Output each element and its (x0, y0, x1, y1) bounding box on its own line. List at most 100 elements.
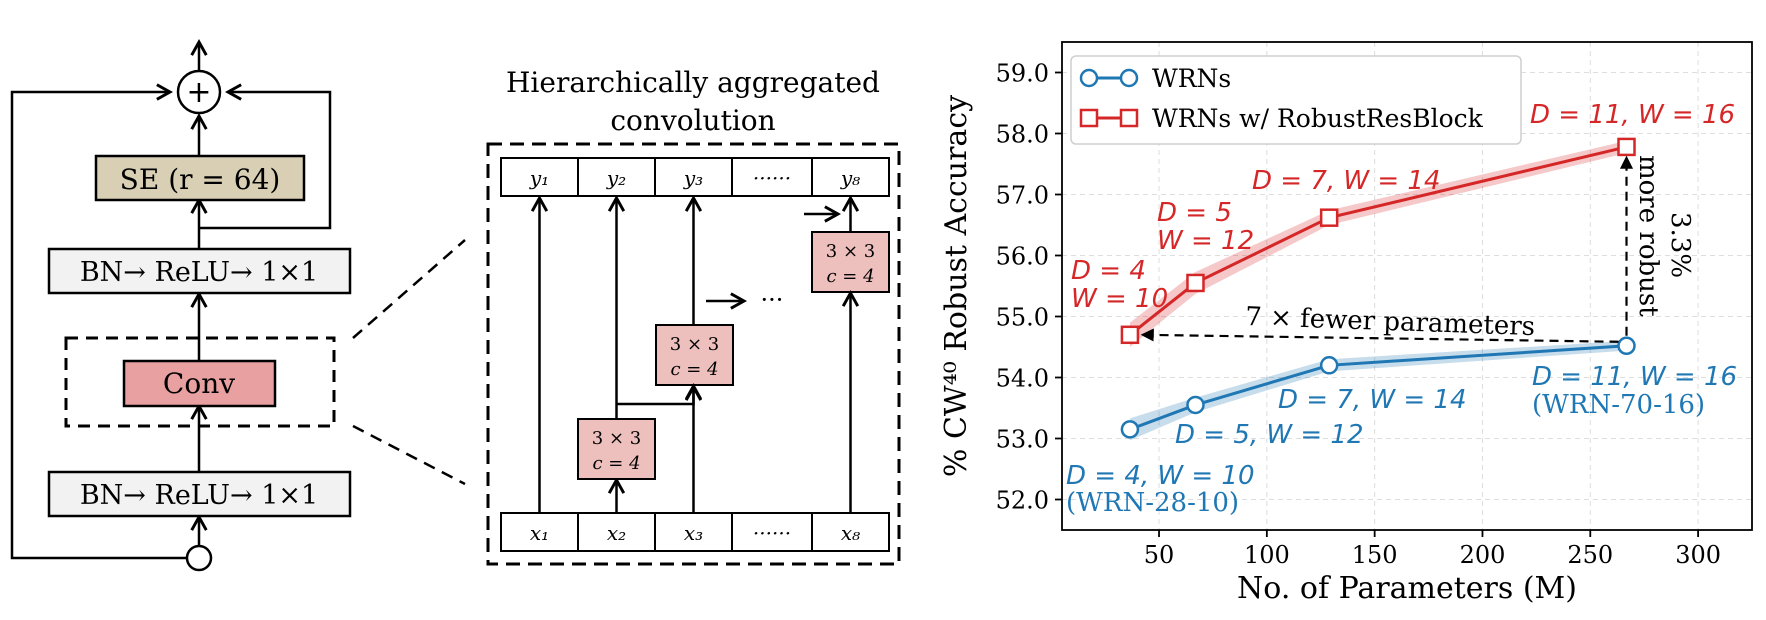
legend-label-1: WRNs w/ RobustResBlock (1152, 104, 1484, 133)
blue-point-label: D = 4, W = 10 (1066, 461, 1255, 491)
x-tick-label: 200 (1460, 541, 1506, 569)
output-cell-label: y₂ (606, 166, 626, 190)
legend-marker-circle (1079, 68, 1099, 88)
data-point-0 (1120, 420, 1140, 439)
skip-connection-line (10, 92, 187, 560)
data-point-0 (1617, 336, 1636, 356)
residual-block-diagram: BN→ ReLU→ 1×1 Conv BN→ ReLU→ 1×1 SE (r =… (10, 42, 466, 572)
se-box (94, 154, 306, 202)
x-tick-label: 150 (1352, 541, 1398, 569)
chart-annotations: D = 4, W = 10(WRN-28-10) D = 5, W = 12 D =… (1066, 100, 1737, 518)
bn-relu-top-label: BN→ ReLU→ 1×1 (80, 257, 318, 288)
more-robust-text: more robust (1633, 155, 1663, 317)
legend-marker-circle (1119, 68, 1139, 88)
conv-box-label-bottom: c = 4 (670, 359, 718, 380)
conv-dashed-region (64, 336, 336, 428)
bn-relu-bottom-label: BN→ ReLU→ 1×1 (80, 480, 318, 511)
chart-lines (1128, 145, 1627, 431)
conv-label: Conv (163, 367, 235, 400)
bn-relu-bottom-box (47, 470, 352, 518)
series-band-1 (1129, 140, 1627, 347)
x-tick-label: 100 (1244, 541, 1290, 569)
blue-point-sublabel: (WRN-70-16) (1532, 390, 1705, 420)
input-row: x₁ x₂ x₃ ······ x₈ (500, 512, 890, 552)
y-tick-label: 55.0 (996, 304, 1049, 332)
blue-point-label: D = 11, W = 16 (1532, 362, 1737, 392)
red-point-sublabel: W = 10 (1071, 284, 1168, 314)
input-cell-label: x₈ (841, 521, 860, 545)
series-line-1 (1128, 145, 1627, 336)
y-tick-label: 52.0 (996, 487, 1049, 515)
legend-box (1070, 55, 1522, 145)
conv-box-label-top: 3 × 3 (592, 428, 641, 449)
conv-box-1 (577, 418, 656, 480)
hac-flow: 3 × 3 c = 4 3 × 3 c = 4 3 × 3 c = 4 ··· (540, 198, 890, 513)
red-point-sublabel: W = 12 (1157, 226, 1254, 256)
output-row: y₁ y₂ y₃ ······ y₈ (500, 157, 890, 197)
input-cell-label: ······ (753, 521, 791, 545)
robust-accuracy-chart: 50 100 150 200 250 300 52.0 53.0 54.0 55.0 56.0 57.… (939, 41, 1753, 606)
y-tick-label: 53.0 (996, 426, 1049, 454)
blue-point-label: D = 5, W = 12 (1175, 420, 1364, 450)
conv-box-label-top: 3 × 3 (826, 241, 875, 262)
legend-marker-square (1079, 108, 1099, 128)
output-cell-label: y₃ (683, 166, 703, 190)
x-tick-label: 250 (1567, 541, 1613, 569)
zoom-line-top (352, 239, 466, 339)
chart-axes: 50 100 150 200 250 300 52.0 53.0 54.0 55.0 56.0 57.… (939, 41, 1753, 606)
se-bypass-line (199, 92, 332, 230)
se-label: SE (r = 64) (120, 163, 281, 196)
conv-box-label-bottom: c = 4 (592, 453, 640, 474)
conv-box (122, 359, 277, 408)
x-tick-label: 50 (1144, 541, 1175, 569)
x-axis-label: No. of Parameters (M) (1237, 571, 1577, 606)
blue-point-label: D = 7, W = 14 (1278, 385, 1467, 415)
fewer-params-arrow (1140, 328, 1619, 343)
series-line-0 (1129, 344, 1627, 431)
data-point-0 (1186, 395, 1205, 415)
hac-title-line1: Hierarchically aggregated (506, 66, 880, 99)
more-robust-pct: 3.3% (1665, 212, 1695, 278)
y-axis-label: % CW⁴⁰ Robust Accuracy (939, 95, 974, 477)
red-point-label: D = 4 (1071, 256, 1146, 286)
red-point-label: D = 11, W = 16 (1530, 100, 1735, 130)
y-tick-label: 59.0 (996, 60, 1049, 88)
input-cell-label: x₃ (684, 521, 703, 545)
blue-point-sublabel: (WRN-28-10) (1066, 488, 1239, 518)
y-tick-label: 56.0 (996, 243, 1049, 271)
chart-markers (1120, 137, 1636, 439)
input-cell-label: x₂ (607, 521, 626, 545)
input-row-frame (500, 512, 890, 552)
data-point-0 (1319, 356, 1339, 375)
conv-box-label-bottom: c = 4 (826, 266, 874, 287)
data-point-1 (1319, 208, 1339, 227)
zoom-line-bottom (352, 424, 466, 486)
output-cell-label: ······ (753, 166, 791, 190)
y-tick-label: 57.0 (996, 182, 1049, 210)
plus-icon: + (186, 75, 211, 110)
hierarchical-conv-diagram: Hierarchically aggregated convolution y₁… (486, 66, 901, 566)
legend-label-0: WRNs (1152, 64, 1231, 93)
plot-frame (1061, 41, 1753, 531)
hac-title-line2: convolution (610, 104, 775, 137)
hac-dashed-frame (486, 142, 901, 566)
chart-legend: WRNs WRNs w/ RobustResBlock (1070, 55, 1522, 145)
x-tick-label: 300 (1675, 541, 1721, 569)
data-point-1 (1120, 325, 1140, 345)
input-cell-label: x₁ (530, 521, 549, 545)
arrow-box1-box2 (616, 387, 694, 406)
y-tick-label: 58.0 (996, 121, 1049, 149)
red-point-label: D = 5 (1157, 198, 1232, 228)
output-cell-label: y₈ (840, 166, 860, 190)
block-input-node (185, 544, 213, 572)
legend-marker-square (1119, 108, 1139, 128)
output-cell-label: y₁ (529, 166, 549, 190)
y-tick-label: 54.0 (996, 365, 1049, 393)
data-point-1 (1617, 137, 1636, 157)
data-point-1 (1186, 273, 1205, 293)
conv-box-label-top: 3 × 3 (670, 334, 719, 355)
conv-box-3 (811, 231, 890, 293)
ellipsis-text: ··· (761, 286, 784, 314)
red-point-label: D = 7, W = 14 (1252, 166, 1441, 196)
